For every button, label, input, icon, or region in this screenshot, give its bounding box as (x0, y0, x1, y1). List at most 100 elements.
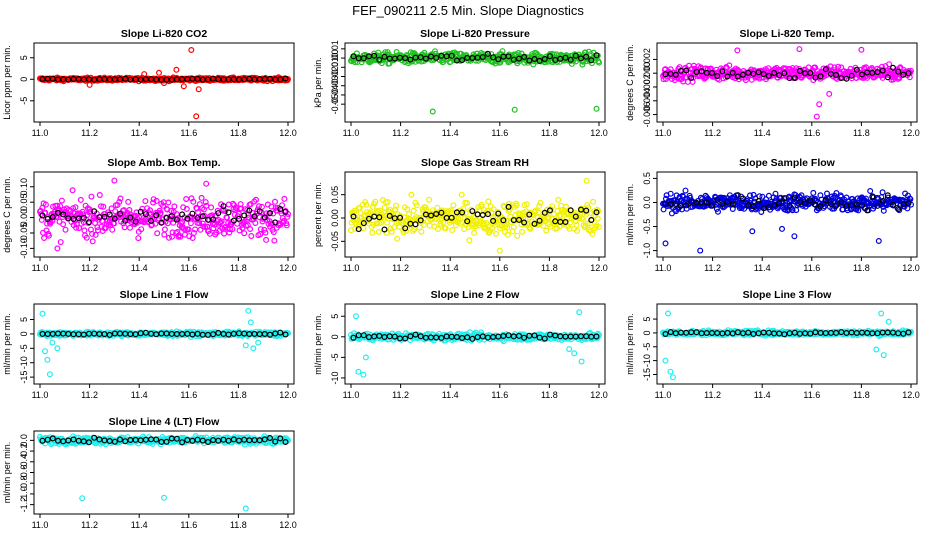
y-tick-label: -1.0 (642, 243, 652, 259)
x-tick-label: 11.2 (704, 263, 721, 273)
reference-point (355, 226, 362, 233)
reference-point (567, 56, 574, 63)
data-point (251, 198, 258, 205)
y-tick-label: 5 (19, 55, 29, 60)
outlier-point (662, 357, 669, 364)
reference-point (546, 53, 553, 60)
reference-point (521, 334, 528, 341)
outlier-point (583, 177, 590, 184)
data-point (57, 203, 64, 210)
outlier-point (826, 90, 833, 97)
data-point (548, 206, 555, 213)
reference-point (531, 220, 538, 227)
reference-point (173, 435, 180, 442)
y-tick-label: -0.05 (330, 231, 340, 252)
reference-point (750, 70, 757, 77)
y-tick-label: 0.05 (330, 186, 340, 204)
reference-point (874, 69, 881, 76)
reference-point (848, 72, 855, 79)
reference-point (49, 214, 56, 221)
data-point (595, 224, 602, 231)
reference-point (755, 198, 762, 205)
data-point (76, 225, 83, 232)
x-tick-label: 11.4 (131, 128, 148, 138)
data-point (190, 198, 197, 205)
outlier-point (195, 86, 202, 93)
reference-point (205, 439, 212, 446)
outlier-point (749, 228, 756, 235)
data-point (573, 222, 580, 229)
data-point (89, 238, 96, 245)
reference-point (838, 198, 845, 205)
plot-frame (33, 303, 295, 385)
reference-point (428, 212, 435, 219)
y-axis-label: kPa per min. (313, 57, 323, 108)
reference-point (459, 209, 466, 216)
reference-point (106, 211, 113, 218)
reference-point (593, 52, 600, 59)
reference-point (734, 192, 741, 199)
data-point (247, 226, 254, 233)
outlier-point (778, 225, 785, 232)
reference-point (391, 333, 398, 340)
reference-point (853, 201, 860, 208)
reference-point (402, 225, 409, 232)
x-tick-label: 11.8 (853, 263, 870, 273)
reference-point (858, 71, 865, 78)
reference-point (802, 200, 809, 207)
reference-point (776, 72, 783, 79)
reference-point (739, 195, 746, 202)
reference-point (905, 200, 912, 207)
reference-point (464, 334, 471, 341)
reference-point (91, 208, 98, 215)
reference-point (521, 53, 528, 60)
panel-4: Slope Amb. Box Temp.11.0 11.2 11.4 11.6 11.8… (2, 157, 297, 273)
reference-point (531, 332, 538, 339)
outlier-point (173, 66, 180, 73)
reference-point (739, 71, 746, 78)
reference-point (106, 331, 113, 338)
data-point (121, 224, 128, 231)
outlier-point (875, 238, 882, 245)
series-points (36, 433, 292, 512)
x-tick-label: 11.0 (32, 128, 49, 138)
data-point (504, 224, 511, 231)
reference-point (703, 199, 710, 206)
panel-title: Slope Amb. Box Temp. (107, 157, 220, 169)
data-point (88, 193, 95, 200)
outlier-point (255, 339, 262, 346)
reference-point (536, 57, 543, 64)
x-tick-label: 12.0 (279, 520, 297, 530)
data-point (81, 227, 88, 234)
plot-frame (344, 303, 606, 385)
reference-point (895, 68, 902, 75)
x-tick-label: 11.2 (392, 128, 409, 138)
data-point (501, 229, 508, 236)
data-point (138, 226, 145, 233)
data-point (221, 230, 228, 237)
reference-point (515, 216, 522, 223)
data-point (682, 187, 689, 194)
data-point (886, 61, 893, 68)
y-axis-label: percent per min. (313, 182, 323, 247)
data-point (372, 198, 379, 205)
data-point (835, 63, 842, 70)
x-tick-label: 11.0 (655, 390, 672, 400)
y-tick-label: -5 (330, 353, 340, 361)
reference-point (173, 216, 180, 223)
data-point (387, 225, 394, 232)
reference-point (251, 213, 258, 220)
reference-point (729, 69, 736, 76)
data-point (440, 219, 447, 226)
data-point (537, 199, 544, 206)
y-tick-label: 0 (642, 330, 652, 335)
outlier-point (156, 69, 163, 76)
reference-point (376, 332, 383, 339)
data-point (217, 219, 224, 226)
series-points (36, 177, 292, 252)
reference-point (724, 198, 731, 205)
